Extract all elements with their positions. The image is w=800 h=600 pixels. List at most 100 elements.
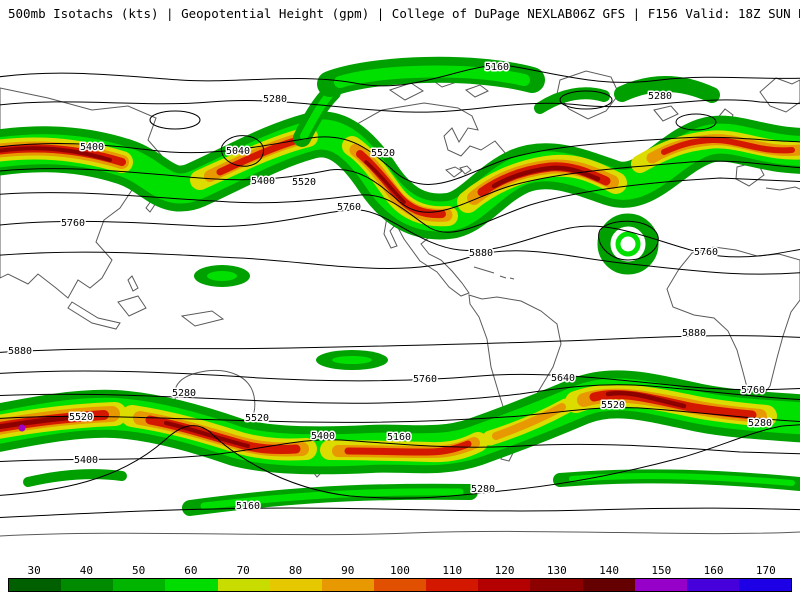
jet-core-north-america: [342, 136, 458, 227]
green-ring-east-atlantic: [597, 213, 659, 275]
legend-color-segment: [738, 579, 792, 591]
core-dark-red: [0, 146, 112, 162]
core-purple-max: [18, 424, 26, 432]
legend-color-segment: [217, 579, 270, 591]
contour-label: 5400: [251, 176, 275, 187]
contour-label: 5160: [236, 501, 260, 512]
contour-label: 5280: [748, 418, 772, 429]
contour-5160-south: [0, 507, 800, 519]
contour-label: 5760: [741, 385, 765, 396]
contour-5520-north: [0, 160, 800, 213]
contour-label: 5040: [226, 146, 250, 157]
contour-5520-south: [0, 407, 800, 423]
legend-tick: 170: [755, 564, 776, 577]
contour-label: 5880: [8, 346, 32, 357]
jet-core-south-indian: [565, 384, 777, 427]
legend-color-segment: [582, 579, 635, 591]
core-orange: [492, 403, 566, 440]
coastline-borneo: [117, 295, 147, 317]
contour-label: 5880: [682, 328, 706, 339]
legend-tick: 140: [599, 564, 619, 577]
contour-arctic-ovals: [149, 90, 717, 131]
legend-tick: 110: [442, 564, 463, 577]
contour-label: 5640: [551, 373, 575, 384]
green-greenland-west: [534, 87, 610, 114]
height-contours: [0, 64, 800, 519]
contour-label: 5400: [74, 455, 98, 466]
contour-label: 5760: [337, 202, 361, 213]
legend-color-segment: [165, 579, 218, 591]
contour-5640-south: [0, 384, 800, 404]
contour-label: 5520: [69, 412, 93, 423]
title-bar: 500mb Isotachs (kts) | Geopotential Heig…: [0, 0, 800, 21]
legend-tick: 90: [341, 564, 355, 577]
model-run-info: 06Z GFS | F156 Valid: 18Z SUN NOV 23 202…: [572, 6, 800, 21]
core-dark-red: [605, 390, 687, 409]
legend-tick: 150: [651, 564, 672, 577]
coastline-iceland: [653, 105, 679, 122]
legend-color-segment: [113, 579, 166, 591]
legend-tick: 70: [236, 564, 250, 577]
coastline-great-lakes: [445, 165, 472, 178]
contour-5760-south: [0, 370, 800, 391]
isotach-legend: 30 40 50 60 70 80 90 100 110 120 130 140 150 160 170: [8, 564, 792, 592]
legend-color-segment: [634, 579, 687, 591]
legend-color-segment: [61, 579, 114, 591]
contour-label: 5520: [601, 400, 625, 411]
jet-core-asia: [0, 137, 133, 173]
legend-color-segment: [9, 579, 62, 591]
contour-5400-north: [0, 136, 800, 185]
contour-5880-south: [0, 335, 800, 353]
coastline-scandinavia: [759, 77, 800, 113]
coastline-sumatra-java: [67, 301, 121, 330]
jet-core-south-atlantic: [482, 398, 574, 446]
legend-tick: 120: [494, 564, 515, 577]
core-red: [661, 136, 795, 155]
coastline-antarctica: [0, 530, 800, 537]
green-band-southwest: [23, 469, 127, 487]
contour-label: 5760: [61, 218, 85, 229]
legend-color-segment: [426, 579, 479, 591]
core-red: [344, 440, 472, 456]
legend-color-segment: [321, 579, 374, 591]
coastline-philippines: [127, 275, 139, 292]
contour-label: 5160: [387, 432, 411, 443]
contour-5280-north: [0, 99, 800, 113]
legend-tick: 60: [184, 564, 198, 577]
contour-label: 5520: [292, 177, 316, 188]
coastline-new-guinea: [180, 310, 225, 327]
product-title: 500mb Isotachs (kts) | Geopotential Heig…: [8, 6, 573, 21]
contour-label: 5280: [471, 484, 495, 495]
legend-tick: 80: [288, 564, 303, 577]
legend-tick: 160: [703, 564, 724, 577]
legend-color-segment: [686, 579, 739, 591]
legend-color-bar: [8, 578, 792, 592]
contour-5280-south: [0, 424, 800, 499]
contour-label: 5400: [311, 431, 335, 442]
contour-labels: 5160 5280 5280 5400 5040 5400 5520 5520 5760 5760…: [6, 61, 773, 514]
contour-label: 5280: [172, 388, 196, 399]
green-ring-east-atlantic-inner: [615, 231, 641, 257]
core-dark-red: [164, 421, 250, 448]
contour-5040-loop: [220, 135, 264, 167]
legend-color-segment: [373, 579, 427, 591]
green-arctic-blob-inner: [334, 65, 530, 88]
core-dark-red: [0, 413, 93, 430]
contour-label: 5160: [485, 62, 509, 73]
jet-core-atlantic: [457, 154, 627, 213]
legend-tick: 130: [546, 564, 567, 577]
contour-5880-north: [0, 250, 800, 275]
jet-core-south-pacific-mid: [121, 405, 317, 461]
contour-label: 5280: [648, 91, 672, 102]
legend-tick: 30: [27, 564, 41, 577]
world-map: 5160 5280 5280 5400 5040 5400 5520 5520 5760 5760…: [0, 56, 800, 537]
green-band-south-indian-low-inner: [569, 473, 795, 486]
coastline-asia: [0, 87, 167, 299]
green-band-antarctic-inner: [200, 488, 464, 510]
contour-5640-north: [0, 177, 800, 233]
core-dark-red: [491, 165, 601, 189]
contour-5160-north: [0, 64, 800, 87]
contour-label: 5280: [263, 94, 287, 105]
jet-core-europe: [631, 130, 800, 173]
